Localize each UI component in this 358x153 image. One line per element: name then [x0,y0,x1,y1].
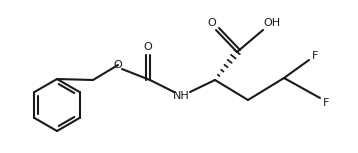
Text: O: O [208,18,216,28]
Text: NH: NH [173,91,189,101]
Text: OH: OH [263,18,281,28]
Text: O: O [144,42,153,52]
Text: F: F [323,98,329,108]
Text: O: O [113,60,122,70]
Text: F: F [312,51,318,61]
